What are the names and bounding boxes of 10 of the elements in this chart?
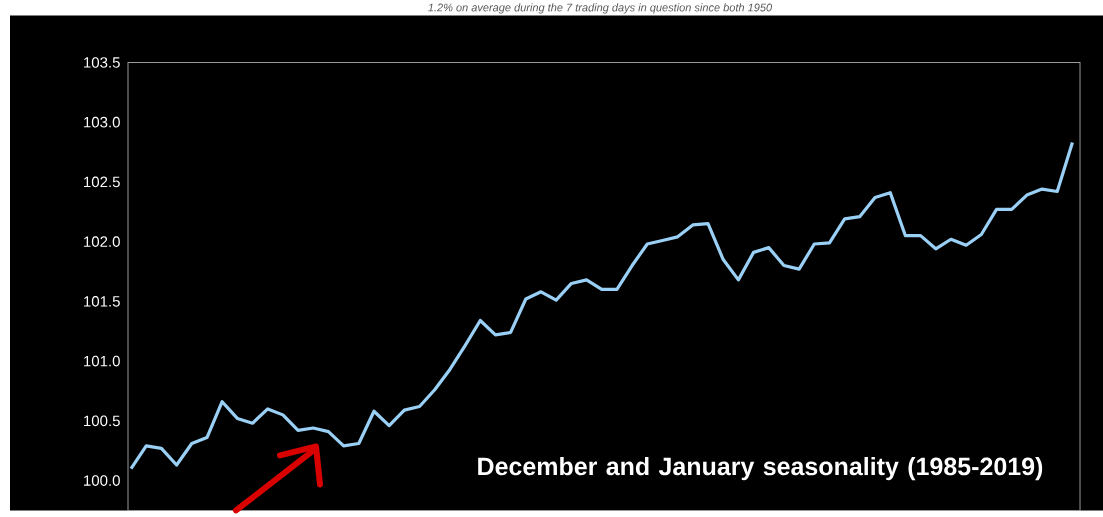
y-tick-label: 100.5 bbox=[84, 415, 120, 426]
text: December and January seasonality (1985-2019) bbox=[478, 456, 1043, 481]
text: 1.2% on average during the 7 trading days in question since both 1950 bbox=[428, 3, 772, 14]
y-tick-label: 103.5 bbox=[84, 56, 120, 68]
y-tick-label: 100.0 bbox=[84, 475, 120, 486]
y-tick-label: 102.5 bbox=[84, 176, 120, 188]
y-tick-label: 101.5 bbox=[84, 295, 120, 307]
y-tick-label: 102.0 bbox=[84, 236, 120, 247]
y-tick-label: 103.0 bbox=[84, 116, 120, 128]
y-tick-label: 101.0 bbox=[84, 355, 120, 367]
